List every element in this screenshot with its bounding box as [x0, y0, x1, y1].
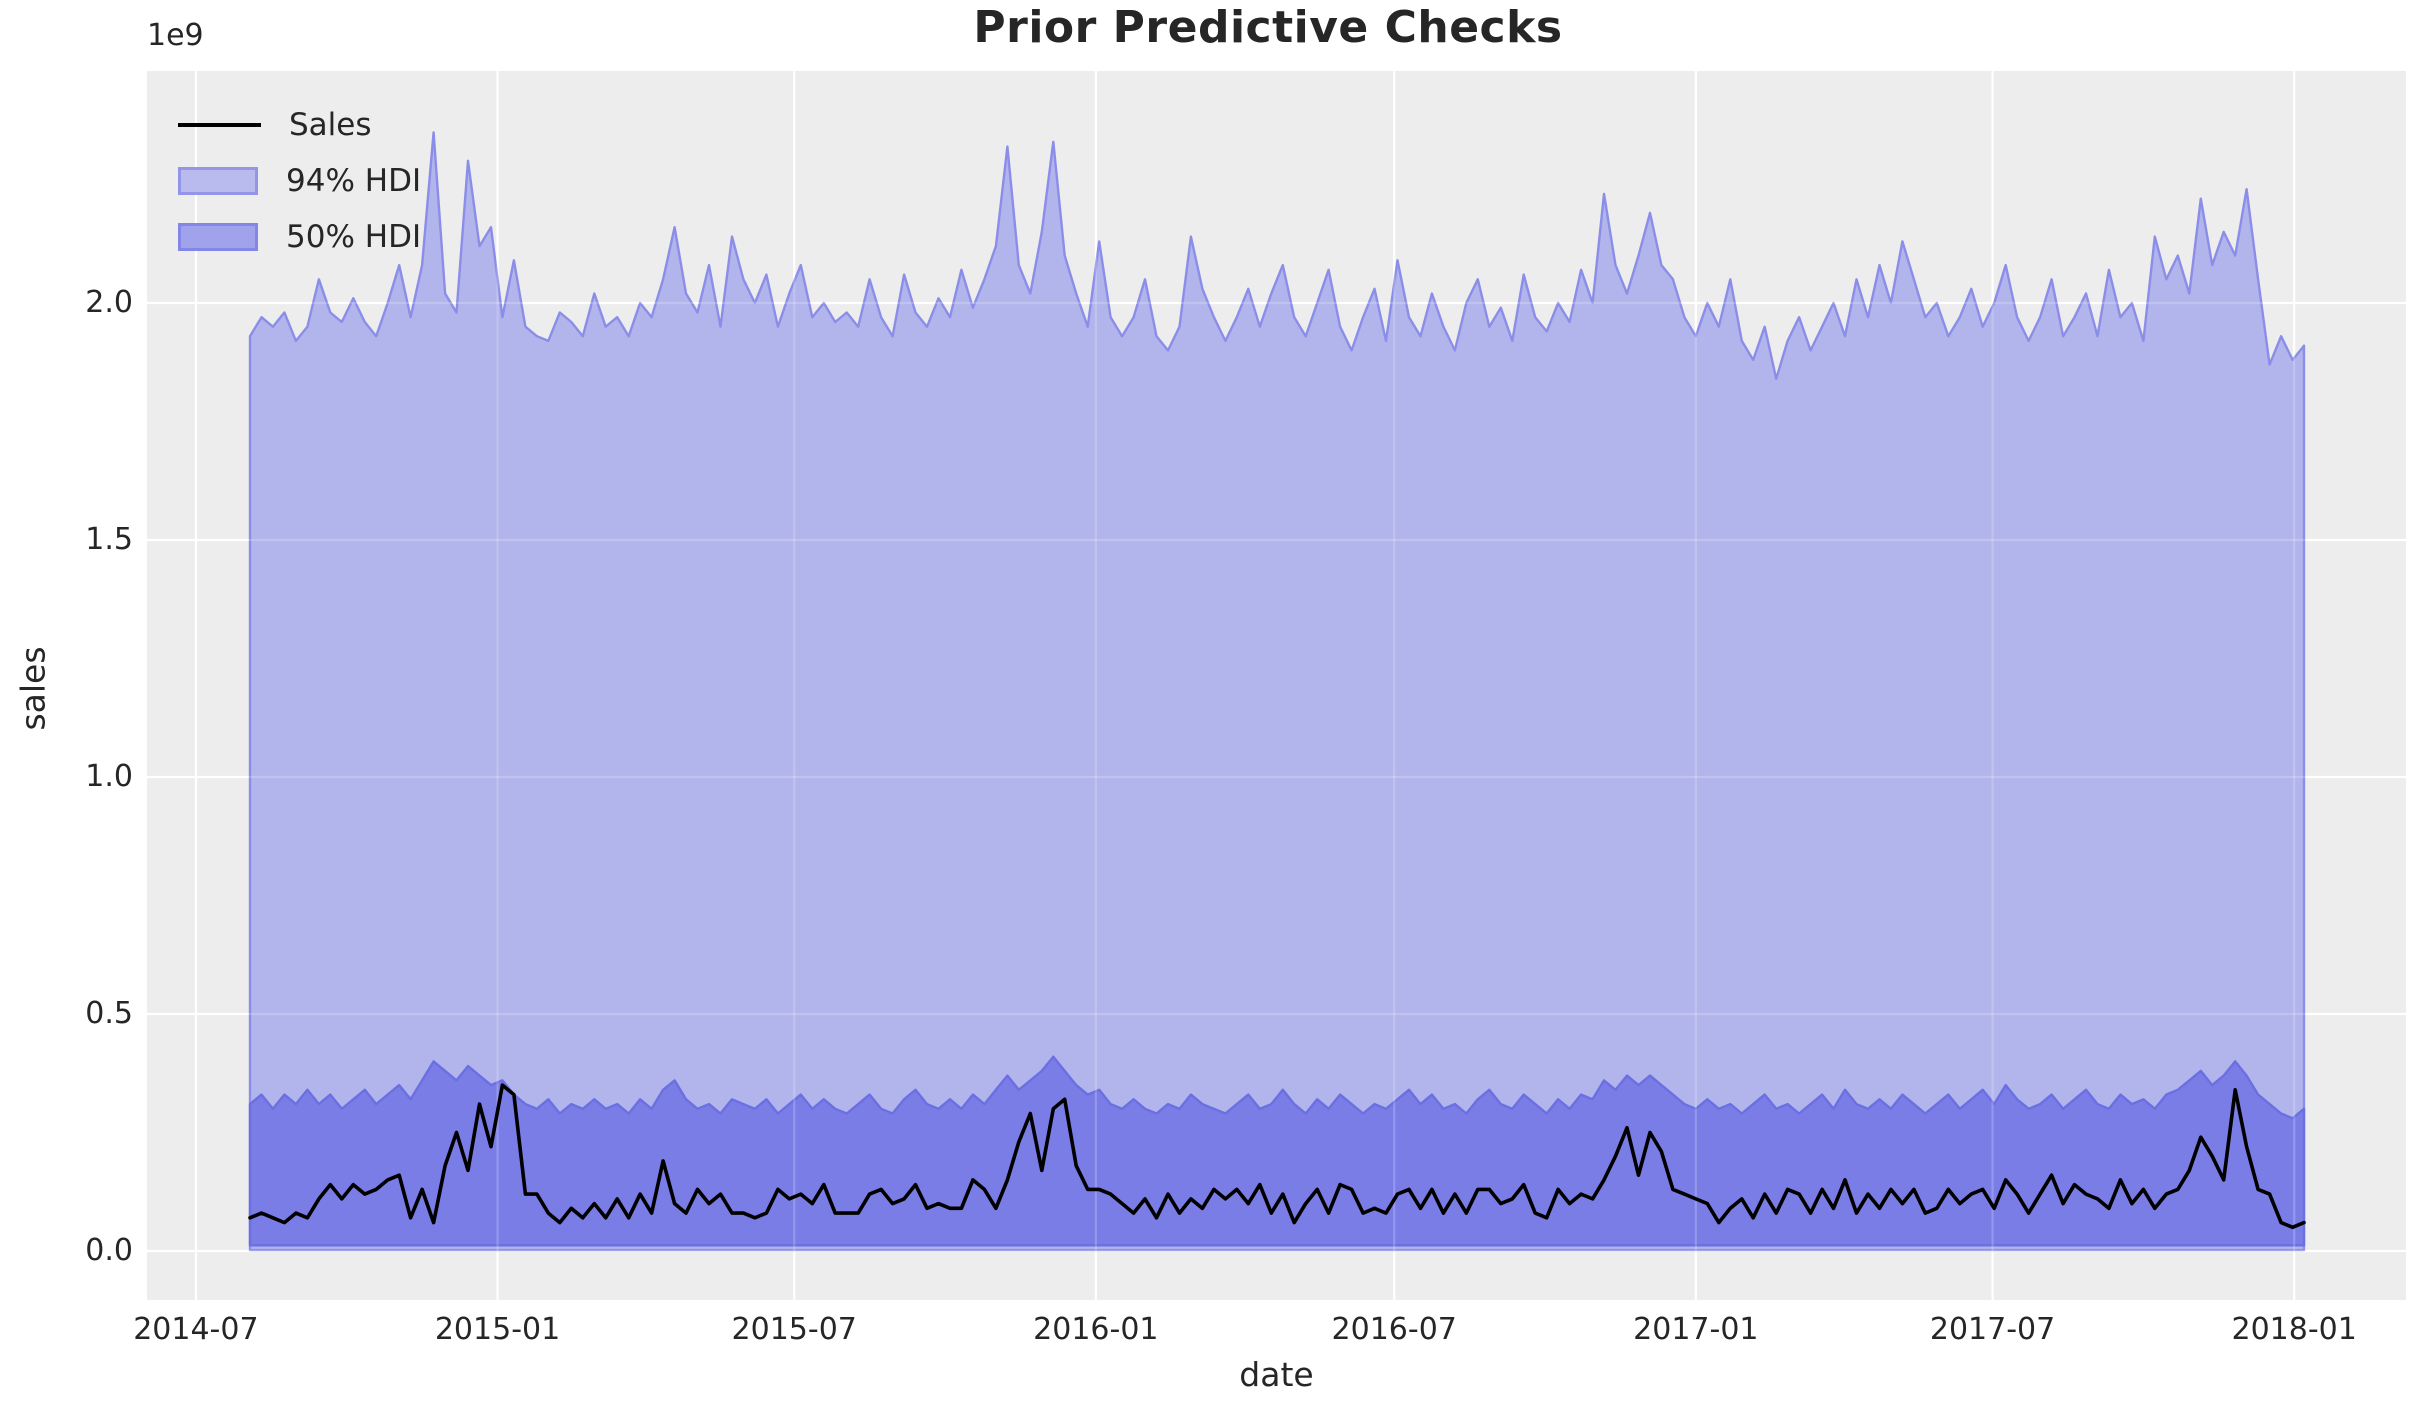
x-tick-label: 2018-01 — [2231, 1312, 2357, 1347]
chart-title: Prior Predictive Checks — [973, 2, 1563, 53]
y-tick-label: 1.5 — [85, 522, 133, 557]
hdi50-patch-swatch-icon — [178, 222, 258, 251]
sales-line-swatch-icon — [178, 122, 261, 127]
legend-item-sales: Sales — [178, 103, 421, 146]
band-94-hdi — [248, 131, 2306, 1252]
y-tick-label: 2.0 — [85, 285, 133, 320]
y-tick-label: 0.5 — [85, 996, 133, 1031]
legend-item-label: 94% HDI — [286, 162, 422, 199]
legend-item-94-hdi: 94% HDI — [178, 159, 421, 202]
y-tick-label: 0.0 — [85, 1233, 133, 1268]
x-tick-label: 2017-01 — [1633, 1312, 1759, 1347]
x-tick-label: 2014-07 — [133, 1312, 259, 1347]
hdi94-patch-swatch-icon — [178, 166, 258, 195]
legend-item-50-hdi: 50% HDI — [178, 215, 421, 258]
legend-item-label: 50% HDI — [286, 218, 422, 255]
y-axis-offset-label: 1e9 — [147, 18, 204, 53]
x-tick-label: 2016-01 — [1033, 1312, 1159, 1347]
sales-line — [248, 1083, 2306, 1230]
legend-item-label: Sales — [289, 106, 372, 143]
x-axis-label: date — [1239, 1355, 1314, 1394]
x-tick-label: 2016-07 — [1331, 1312, 1457, 1347]
y-tick-label: 1.0 — [85, 759, 133, 794]
legend: Sales 94% HDI 50% HDI — [178, 103, 421, 258]
x-tick-label: 2015-07 — [731, 1312, 857, 1347]
x-tick-label: 2015-01 — [434, 1312, 561, 1347]
x-tick-label: 2017-07 — [1929, 1312, 2056, 1347]
band-50-hdi — [248, 1055, 2306, 1247]
y-axis-label: sales — [13, 646, 53, 731]
